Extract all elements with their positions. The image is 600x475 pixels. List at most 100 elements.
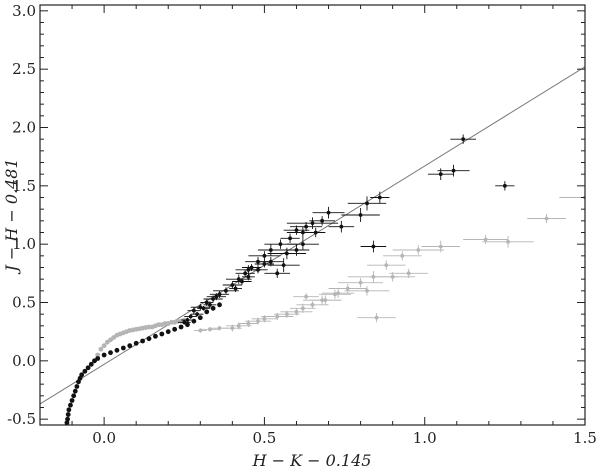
- data-point: [294, 228, 299, 233]
- data-point: [208, 302, 212, 307]
- data-point: [240, 279, 244, 284]
- data-point: [365, 288, 369, 293]
- data-point: [63, 440, 68, 445]
- data-point: [288, 236, 292, 241]
- plot-area: [40, 66, 585, 445]
- data-point: [400, 253, 405, 258]
- data-point: [101, 352, 107, 358]
- data-point: [246, 321, 251, 326]
- data-point: [68, 402, 73, 408]
- data-point: [262, 262, 267, 266]
- data-point: [256, 319, 260, 324]
- data-point: [304, 224, 308, 229]
- data-point: [336, 291, 341, 296]
- data-point: [256, 267, 260, 272]
- data-point: [211, 297, 216, 301]
- data-point: [275, 271, 280, 276]
- data-point: [326, 210, 331, 215]
- data-point: [230, 326, 235, 331]
- data-point: [281, 263, 286, 268]
- data-point: [69, 398, 75, 403]
- data-point: [201, 306, 206, 311]
- data-point: [127, 343, 133, 349]
- data-point: [323, 298, 328, 303]
- data-point: [377, 195, 382, 200]
- data-point: [72, 388, 78, 394]
- data-point: [153, 333, 158, 339]
- series-sources-black: [177, 134, 515, 325]
- data-point: [85, 365, 91, 371]
- data-point: [275, 314, 280, 319]
- data-point: [95, 352, 101, 358]
- data-point: [304, 294, 308, 299]
- data-point: [185, 318, 190, 322]
- data-point: [236, 323, 241, 328]
- data-point: [74, 384, 80, 389]
- data-point: [195, 312, 199, 317]
- data-point: [165, 329, 171, 335]
- data-point: [249, 265, 254, 270]
- data-point: [217, 292, 222, 297]
- data-point: [214, 294, 219, 299]
- data-point: [300, 306, 305, 311]
- data-point: [294, 248, 299, 252]
- y-tick-label: 1.5: [12, 177, 36, 195]
- data-point: [120, 345, 126, 351]
- data-point: [197, 315, 203, 321]
- data-point: [365, 201, 369, 206]
- x-tick-label: 0.5: [252, 429, 276, 447]
- data-point: [300, 230, 305, 235]
- data-point: [159, 331, 165, 337]
- data-point: [294, 309, 299, 314]
- data-point: [502, 183, 507, 188]
- data-point: [88, 361, 94, 367]
- data-point: [246, 274, 251, 279]
- data-point: [185, 322, 190, 328]
- data-point: [506, 239, 510, 244]
- data-point: [198, 328, 203, 333]
- data-point: [358, 280, 363, 285]
- data-point: [262, 316, 267, 321]
- data-point: [204, 300, 209, 305]
- y-tick-label: -0.5: [7, 410, 36, 428]
- data-point: [339, 224, 344, 229]
- data-point: [63, 434, 68, 439]
- data-point: [451, 168, 456, 173]
- data-point: [66, 407, 72, 413]
- data-point: [76, 379, 81, 385]
- data-point: [191, 308, 196, 313]
- data-point: [371, 244, 376, 249]
- data-point: [284, 251, 289, 256]
- series-locus: [63, 302, 222, 445]
- y-tick-label: 2.0: [12, 119, 36, 137]
- data-point: [140, 338, 145, 344]
- y-tick-label: 1.0: [12, 235, 36, 253]
- data-point: [188, 314, 193, 319]
- x-tick-label: 0.0: [92, 429, 116, 447]
- x-axis-title: H − K − 0.145: [252, 451, 372, 470]
- data-point: [345, 286, 350, 291]
- series-locus-gray: [92, 317, 187, 364]
- data-point: [461, 137, 466, 142]
- data-point: [384, 263, 389, 268]
- y-tick-label: 2.5: [12, 60, 36, 78]
- data-point: [98, 346, 104, 352]
- data-point: [133, 340, 139, 346]
- data-point: [210, 305, 216, 311]
- data-point: [300, 242, 305, 247]
- data-point: [108, 350, 113, 356]
- data-point: [82, 368, 88, 374]
- data-point: [262, 253, 267, 258]
- x-tick-label: 1.0: [413, 429, 437, 447]
- data-point: [544, 216, 549, 221]
- data-point: [416, 248, 421, 252]
- data-point: [63, 428, 68, 433]
- y-tick-label: 3.0: [12, 2, 36, 20]
- data-point: [71, 393, 77, 399]
- data-point: [268, 259, 273, 264]
- data-point: [278, 242, 283, 247]
- data-point: [204, 309, 210, 315]
- data-point: [268, 248, 273, 252]
